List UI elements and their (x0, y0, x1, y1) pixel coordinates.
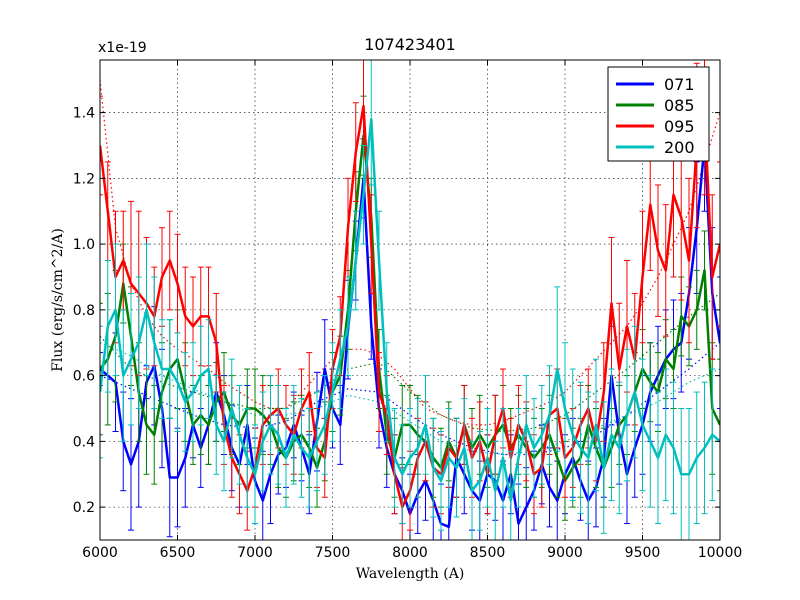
y-axis-label: Flux (erg/s/cm^2/A) (50, 228, 66, 372)
legend-entry-200: 200 (616, 138, 695, 157)
x-tick-label: 10000 (698, 545, 743, 561)
legend-label-071: 071 (664, 75, 695, 94)
series-200 (100, 60, 720, 540)
x-tick-label: 9500 (625, 545, 661, 561)
legend: 071 085 095 200 (607, 66, 710, 162)
series-line-200 (100, 117, 720, 502)
data-series (100, 60, 720, 540)
x-tick-label: 7000 (237, 545, 273, 561)
x-axis-label: Wavelength (A) (356, 566, 465, 582)
y-tick-label: 0.8 (73, 303, 95, 319)
legend-entry-071: 071 (616, 75, 695, 94)
legend-label-095: 095 (664, 117, 695, 136)
y-tick-label: 1.2 (73, 171, 95, 187)
y-offset-label: x1e-19 (98, 40, 147, 56)
y-tick-label: 0.4 (73, 434, 95, 450)
x-tick-label: 8000 (392, 545, 428, 561)
legend-label-200: 200 (664, 138, 695, 157)
x-tick-label: 8500 (470, 545, 506, 561)
x-tick-label: 7500 (315, 545, 351, 561)
legend-entry-085: 085 (616, 96, 695, 115)
legend-label-085: 085 (664, 96, 695, 115)
continuum-line-085-continuum (100, 292, 720, 433)
x-tick-label: 6000 (82, 545, 118, 561)
y-tick-label: 0.2 (73, 500, 95, 516)
x-tick-label: 9000 (547, 545, 583, 561)
y-tick-label: 1.4 (73, 106, 95, 122)
legend-entry-095: 095 (616, 117, 695, 136)
chart-title: 107423401 (364, 35, 456, 54)
x-tick-label: 6500 (160, 545, 196, 561)
axis-ticks: 6000 6500 7000 7500 8000 8500 9000 9500 10000 0.2… (73, 60, 743, 561)
y-tick-label: 1.0 (73, 237, 95, 253)
y-tick-label: 0.6 (73, 369, 95, 385)
